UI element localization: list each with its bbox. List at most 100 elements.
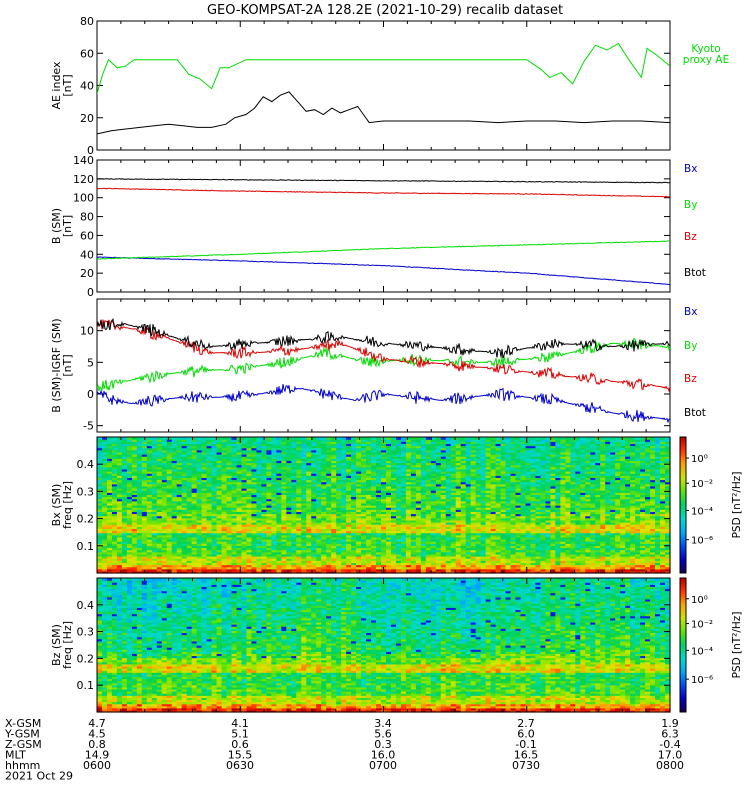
panel-bz_spec-ytick-label: 0.2 (77, 652, 95, 665)
panel-b-ytick-label: 100 (73, 192, 94, 205)
panel-bz_spec-colorbar (679, 577, 687, 713)
panel-ae-legend-kyoto-proxy-ae: Kyoto (691, 43, 720, 55)
panel-dB-ylabel: B (SM)-IGRF (SM) (50, 318, 63, 412)
ephem-value: 0700 (369, 759, 397, 772)
panel-dB-legend-bx: Bx (684, 306, 697, 318)
ephem-value: 1.9 (661, 717, 679, 730)
panel-b-ytick-label: 60 (80, 229, 94, 242)
ephem-value: 0.6 (231, 738, 249, 751)
ephem-row-label: Y-GSM (4, 728, 40, 741)
ephem-value: 16.0 (371, 749, 396, 762)
ephem-value: 0.8 (88, 738, 106, 751)
panel-b-legend-btot: Btot (684, 267, 706, 279)
panel-ae-ylabel: AE index (50, 61, 63, 110)
ephem-value: 0730 (512, 759, 540, 772)
ephem-value: 4.1 (231, 717, 249, 730)
ephem-row-label: hhmm (5, 759, 40, 772)
ephem-row-label: X-GSM (5, 717, 41, 730)
panel-bx_spec-ztick-label: 10⁻² (691, 479, 713, 490)
panel-b-ytick-label: 120 (73, 173, 94, 186)
ephem-row-label: MLT (5, 749, 26, 762)
panel-ae-ytick-label: 40 (80, 80, 94, 93)
panel-bx_spec-ylabel2: freq [Hz] (61, 481, 74, 529)
ephem-value: 14.9 (85, 749, 110, 762)
panel-ae-ytick-label: 0 (87, 144, 94, 157)
ephem-date: 2021 Oct 29 (5, 770, 73, 783)
panel-bz_spec-ylabel: Bz (SM) (50, 624, 63, 666)
figure-title: GEO-KOMPSAT-2A 128.2E (2021-10-29) recal… (207, 3, 563, 18)
panel-bx_spec-ztick-label: 10⁻⁴ (691, 506, 713, 517)
panel-bz_spec-ylabel2: freq [Hz] (61, 621, 74, 669)
panel-b-ytick-label: 40 (80, 248, 94, 261)
panel-ae-frame (96, 20, 671, 151)
ephem-value: 4.7 (88, 717, 106, 730)
panel-bz_spec-ztick-label: 10⁻⁴ (691, 646, 713, 657)
ephem-value: 2.7 (517, 717, 535, 730)
panel-bz_spec-ytick-label: 0.3 (77, 626, 95, 639)
ephem-value: 0.3 (374, 738, 392, 751)
ephemeris-table: X-GSM 4.7 4.1 3.4 2.7 1.9 Y-GSM 4.5 5.1 5.6 6.0 6.3… (4, 717, 684, 783)
panel-ae-ytick-label: 80 (80, 15, 94, 28)
panel-bz_spec-ytick-label: 0.1 (77, 679, 95, 692)
panel-dB-ytick-label: 5 (87, 356, 94, 369)
ephem-value: 5.1 (231, 728, 249, 741)
panel-ae-legend-kyoto-proxy-ae: proxy AE (683, 54, 729, 66)
panel-ae-ylabel-unit: [nT] (61, 74, 74, 96)
panel-b-legend-bz: Bz (684, 231, 697, 243)
panel-ae-legend-themis-ae: Themis AE (677, 0, 733, 3)
panel-b-legend-bx: Bx (684, 163, 697, 175)
ephem-value: 0600 (83, 759, 111, 772)
panel-b-series-by (97, 240, 670, 260)
panel-b-series-btot (97, 178, 670, 184)
panel-bz_spec-ytick-label: 0.4 (77, 599, 95, 612)
panel-bz_spec-ztick-label: 10⁻⁶ (691, 675, 713, 686)
panel-dB-series-bx (97, 384, 670, 424)
panel-bx_spec-ztick-label: 10⁰ (691, 454, 708, 465)
ephem-value: 3.4 (374, 717, 392, 730)
panel-bx_spec-ytick-label: 0.2 (77, 513, 95, 526)
ephem-value: 15.5 (228, 749, 253, 762)
panel-bz_spec-cells (97, 578, 671, 713)
panel-bx_spec-ytick-label: 0.3 (77, 485, 95, 498)
ephem-value: 16.5 (514, 749, 539, 762)
panel-bx_spec-ytick-label: 0.4 (77, 458, 95, 471)
panel-bx_spec-colorbar (679, 436, 687, 574)
panel-b-ytick-label: 0 (87, 286, 94, 299)
panel-dB-ylabel-unit: [nT] (61, 354, 74, 376)
panel-dB-ytick-label: 10 (80, 325, 94, 338)
panel-bz_spec-ztick-label: 10⁻² (691, 620, 713, 631)
panel-dB-frame (96, 298, 671, 433)
panel-dB-ytick-label: 0 (87, 388, 94, 401)
ephem-value: 6.3 (661, 728, 679, 741)
panel-b-ylabel-unit: [nT] (61, 215, 74, 237)
panel-b-legend-by: By (684, 199, 697, 211)
panel-b-series-bz (97, 187, 670, 198)
ephem-value: 4.5 (88, 728, 106, 741)
panel-ae-ytick-label: 60 (80, 47, 94, 60)
panel-bz_spec-zlabel: PSD [nT²/Hz] (731, 612, 743, 679)
panel-bx_spec-ztick-label: 10⁻⁶ (691, 536, 713, 547)
panel-dB-series-bz (97, 319, 670, 393)
panel-ae-series-themis-ae (97, 91, 670, 135)
panel-bx_spec-ytick-label: 0.1 (77, 540, 95, 553)
panel-bx_spec-zlabel: PSD [nT²/Hz] (731, 472, 743, 539)
ephem-row-label: Z-GSM (5, 738, 42, 751)
panel-bz_spec-ztick-label: 10⁰ (691, 595, 708, 606)
panel-dB-ytick-label: -5 (83, 420, 94, 433)
panel-ae-ytick-label: 20 (80, 112, 94, 125)
panel-dB-legend-btot: Btot (684, 407, 706, 419)
ephem-value: 6.0 (517, 728, 535, 741)
panel-dB-legend-bz: Bz (684, 373, 697, 385)
panel-b-ylabel: B (SM) (50, 208, 63, 244)
panel-b-ytick-label: 80 (80, 211, 94, 224)
panel-ae-series-kyoto-proxy-ae (97, 42, 670, 94)
panel-dB-legend-by: By (684, 340, 697, 352)
ephem-value: 0800 (656, 759, 684, 772)
ephem-value: -0.1 (515, 738, 536, 751)
panel-dB-series-by (97, 337, 670, 392)
panel-bx_spec-cells (97, 437, 671, 574)
panel-b-ytick-label: 20 (80, 267, 94, 280)
ephem-value: -0.4 (659, 738, 680, 751)
